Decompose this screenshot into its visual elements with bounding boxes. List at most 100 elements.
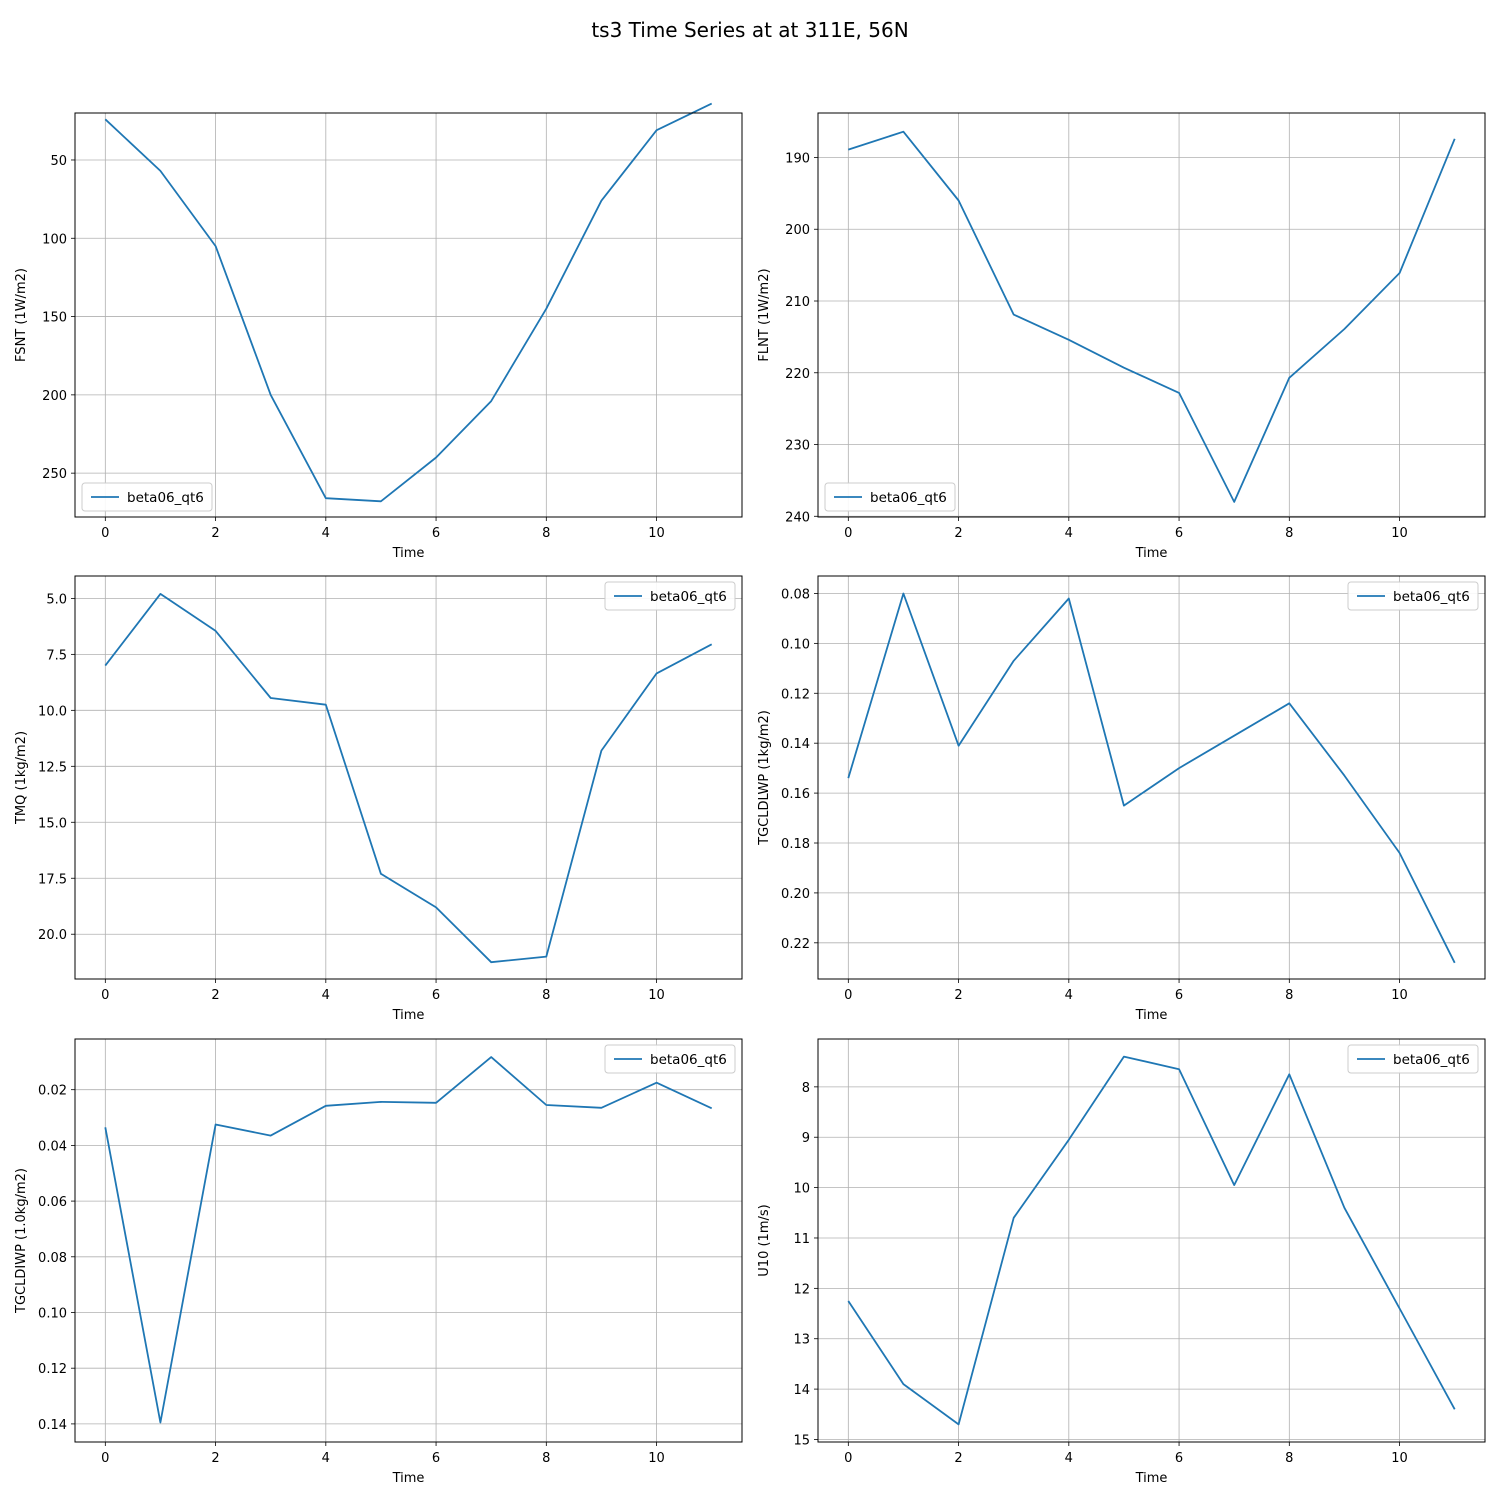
x-tick-label: 4 [322, 988, 330, 1003]
legend: beta06_qt6 [604, 581, 736, 611]
legend-label: beta06_qt6 [650, 589, 727, 605]
y-tick-label: 9 [802, 1131, 810, 1146]
y-tick-label: 0.18 [781, 837, 810, 852]
y-tick-label: 210 [785, 295, 810, 310]
x-tick-label: 10 [648, 526, 665, 541]
x-tick-label: 0 [101, 526, 109, 541]
legend: beta06_qt6 [1347, 581, 1479, 611]
x-tick-label: 8 [542, 988, 550, 1003]
y-tick-label: 12 [793, 1282, 810, 1297]
x-tick-label: 0 [844, 1451, 852, 1466]
y-tick-label: 14 [793, 1383, 810, 1398]
x-tick-label: 10 [1391, 526, 1408, 541]
y-tick-label: 200 [42, 389, 67, 404]
y-axis-label: TGCLDLWP (1kg/m2) [757, 710, 772, 846]
subplot-1: 0 2 4 6 8 10 50 100 150 200 250 Time FSNT (1W/m2) bet… [14, 102, 743, 561]
x-axis-label: Time [1135, 1008, 1168, 1023]
legend-box [1347, 581, 1479, 611]
y-tick-label: 0.02 [38, 1084, 67, 1099]
x-tick-label: 0 [101, 1451, 109, 1466]
series-line-beta06_qt6 [104, 1056, 713, 1424]
legend-label: beta06_qt6 [870, 490, 947, 506]
figure-title: ts3 Time Series at at 311E, 56N [591, 18, 908, 42]
legend: beta06_qt6 [81, 482, 213, 512]
subplot-3: 0 2 4 6 8 10 5.0 7.5 10.0 12.5 15.0 17.5 20.0 Time TMQ… [14, 575, 743, 1023]
x-tick-label: 2 [954, 988, 962, 1003]
y-tick-label: 20.0 [38, 928, 67, 943]
x-tick-label: 4 [1065, 988, 1073, 1003]
series-line-beta06_qt6 [104, 593, 713, 964]
legend-box [604, 581, 736, 611]
y-tick-label: 0.20 [781, 887, 810, 902]
subplot-4: 0 2 4 6 8 10 0.08 0.10 0.12 0.14 0.16 0.18 0.20 0.22 T… [757, 575, 1486, 1023]
y-tick-label: 0.12 [781, 687, 810, 702]
legend-box [81, 482, 213, 512]
y-tick-label: 10.0 [38, 704, 67, 719]
legend-box [824, 482, 956, 512]
x-tick-label: 6 [1175, 1451, 1183, 1466]
plot-frame [817, 112, 1486, 518]
legend-label: beta06_qt6 [650, 1052, 727, 1068]
y-axis-label: U10 (1m/s) [757, 1204, 772, 1276]
x-tick-label: 10 [648, 1451, 665, 1466]
subplot-2: 0 2 4 6 8 10 190 200 210 220 230 240 Time FLNT (1W/m2… [757, 112, 1486, 561]
x-tick-label: 10 [648, 988, 665, 1003]
x-tick-label: 6 [432, 526, 440, 541]
y-tick-label: 11 [793, 1232, 810, 1247]
series-line-beta06_qt6 [104, 102, 713, 503]
y-axis-label: TGCLDIWP (1.0kg/m2) [14, 1168, 29, 1314]
x-tick-label: 2 [211, 1451, 219, 1466]
x-tick-label: 2 [954, 526, 962, 541]
y-tick-label: 0.08 [38, 1251, 67, 1266]
legend-label: beta06_qt6 [1393, 589, 1470, 605]
y-tick-label: 13 [793, 1333, 810, 1348]
x-tick-label: 2 [211, 526, 219, 541]
y-tick-label: 0.10 [781, 637, 810, 652]
x-tick-label: 6 [432, 1451, 440, 1466]
y-tick-label: 10 [793, 1182, 810, 1197]
series-line-beta06_qt6 [847, 1055, 1456, 1426]
y-axis-label: TMQ (1kg/m2) [14, 731, 29, 825]
x-tick-label: 10 [1391, 1451, 1408, 1466]
y-tick-label: 0.14 [38, 1418, 67, 1433]
y-tick-label: 240 [785, 510, 810, 525]
x-tick-label: 8 [1285, 1451, 1293, 1466]
y-tick-label: 0.06 [38, 1195, 67, 1210]
x-tick-label: 8 [542, 526, 550, 541]
x-tick-label: 8 [542, 1451, 550, 1466]
y-tick-label: 0.10 [38, 1306, 67, 1321]
legend-box [1347, 1044, 1479, 1074]
y-tick-label: 0.16 [781, 787, 810, 802]
y-tick-label: 0.22 [781, 937, 810, 952]
x-tick-label: 8 [1285, 988, 1293, 1003]
y-tick-label: 0.14 [781, 737, 810, 752]
x-tick-label: 0 [101, 988, 109, 1003]
y-tick-label: 50 [50, 154, 67, 169]
x-axis-label: Time [392, 1471, 425, 1486]
y-tick-label: 0.12 [38, 1362, 67, 1377]
x-axis-label: Time [392, 546, 425, 561]
x-axis-label: Time [392, 1008, 425, 1023]
x-tick-label: 4 [322, 1451, 330, 1466]
x-tick-label: 8 [1285, 526, 1293, 541]
plot-frame [817, 575, 1486, 980]
y-tick-label: 230 [785, 439, 810, 454]
y-axis-label: FLNT (1W/m2) [757, 268, 772, 361]
y-tick-label: 220 [785, 367, 810, 382]
x-tick-label: 4 [1065, 1451, 1073, 1466]
legend-label: beta06_qt6 [127, 490, 204, 506]
y-tick-label: 7.5 [46, 648, 67, 663]
legend: beta06_qt6 [824, 482, 956, 512]
y-tick-label: 15 [793, 1433, 810, 1448]
plot-frame [74, 575, 743, 980]
x-tick-label: 4 [322, 526, 330, 541]
y-tick-label: 5.0 [46, 592, 67, 607]
x-tick-label: 6 [1175, 988, 1183, 1003]
y-tick-label: 0.08 [781, 587, 810, 602]
subplot-6: 0 2 4 6 8 10 8 9 10 11 12 13 14 15 Time U10 (1m/s) beta0… [757, 1038, 1486, 1486]
y-tick-label: 250 [42, 467, 67, 482]
plot-frame [74, 112, 743, 518]
y-tick-label: 12.5 [38, 760, 67, 775]
